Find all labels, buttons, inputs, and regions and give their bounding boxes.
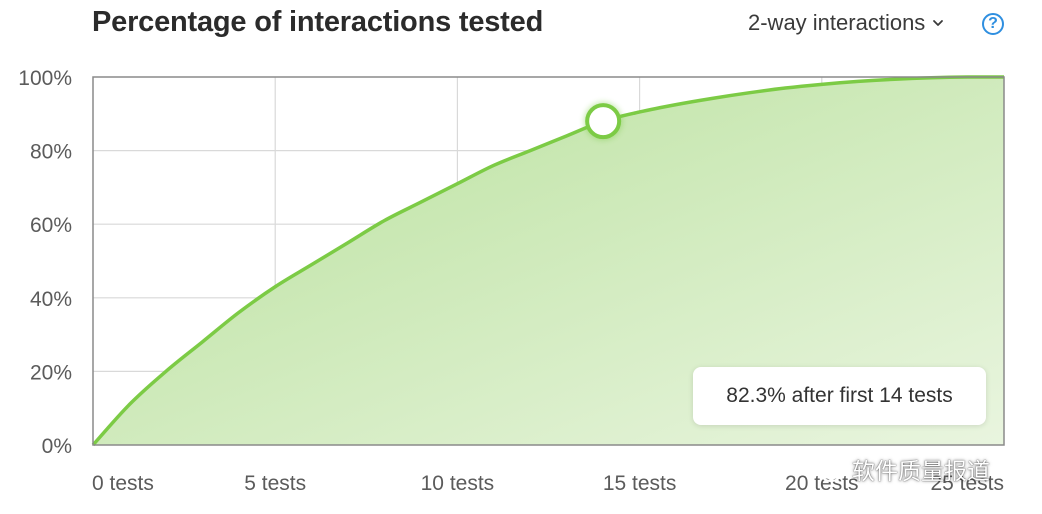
- highlight-marker[interactable]: [585, 103, 622, 140]
- wechat-icon: [809, 455, 842, 482]
- y-tick-label: 20%: [30, 361, 72, 384]
- x-tick-label: 25 tests: [930, 472, 1004, 495]
- interaction-mode-dropdown[interactable]: 2-way interactions: [748, 10, 945, 36]
- y-axis: 0% 20% 40% 60% 80% 100%: [18, 67, 72, 458]
- chart-title: Percentage of interactions tested: [92, 6, 544, 38]
- coverage-tooltip: 82.3% after first 14 tests: [693, 367, 986, 425]
- watermark-text: 软件质量报道: [852, 458, 990, 484]
- x-tick-label: 10 tests: [421, 472, 495, 495]
- x-tick-label: 5 tests: [244, 472, 306, 495]
- chevron-down-icon: [933, 20, 944, 26]
- x-tick-label: 15 tests: [603, 472, 677, 495]
- coverage-line: [91, 75, 1005, 447]
- y-tick-label: 100%: [18, 67, 72, 90]
- coverage-area: [93, 76, 1004, 445]
- y-tick-label: 0%: [42, 435, 72, 458]
- y-tick-label: 40%: [30, 288, 72, 311]
- x-tick-label: 0 tests: [92, 472, 154, 495]
- plot-frame: [92, 76, 1005, 446]
- y-tick-label: 60%: [30, 214, 72, 237]
- interaction-mode-label: 2-way interactions: [748, 10, 926, 35]
- help-icon[interactable]: ?: [982, 13, 1004, 35]
- x-axis: 0 tests 5 tests 10 tests 15 tests 20 tests 25…: [92, 472, 1004, 495]
- y-tick-label: 80%: [30, 141, 72, 164]
- help-icon-symbol: ?: [988, 15, 998, 32]
- watermark: 软件质量报道: [808, 452, 990, 486]
